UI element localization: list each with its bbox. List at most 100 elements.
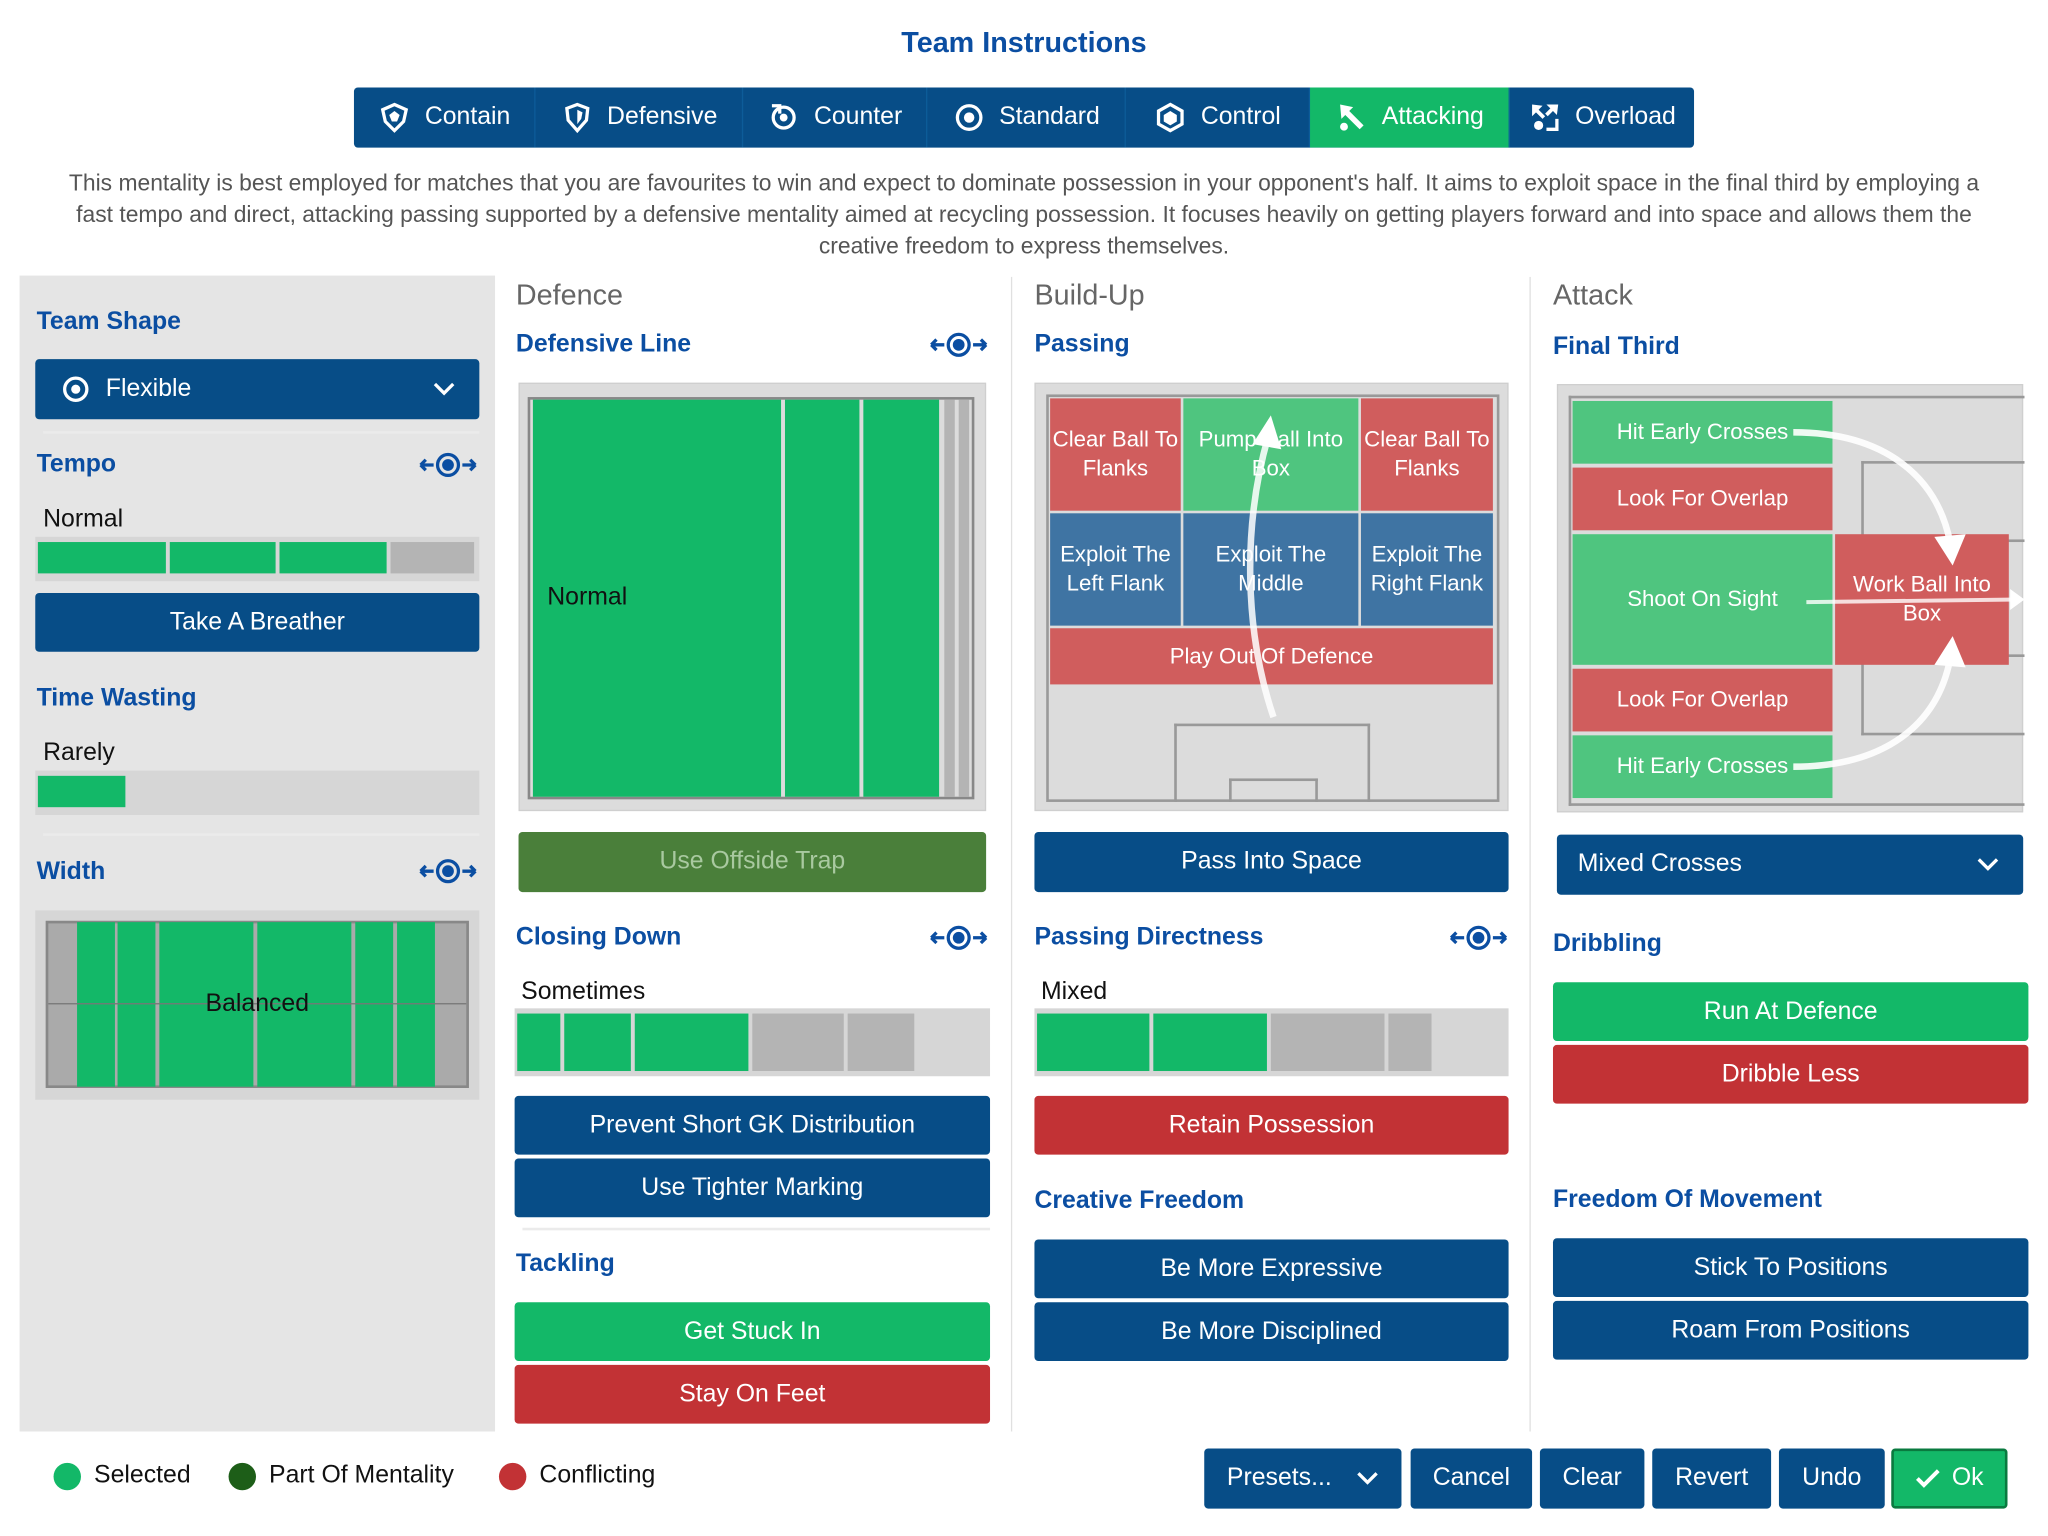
presets-label: Presets... bbox=[1226, 1464, 1332, 1492]
final-third-pitch: Hit Early Crosses Look For Overlap Shoot… bbox=[1556, 383, 2025, 813]
slider-toggle-icon[interactable] bbox=[418, 856, 478, 887]
passing-directness-value: Mixed bbox=[1040, 978, 1108, 1006]
take-a-breather-button[interactable]: Take A Breather bbox=[35, 592, 480, 652]
run-at-defence-button[interactable]: Run At Defence bbox=[1552, 982, 2029, 1041]
undo-button[interactable]: Undo bbox=[1778, 1448, 1885, 1509]
team-shape-dropdown[interactable]: Flexible bbox=[35, 359, 480, 420]
mentality-description: This mentality is best employed for matc… bbox=[68, 169, 1980, 259]
page-title: Team Instructions bbox=[901, 26, 1147, 59]
dribbling-label: Dribbling bbox=[1552, 929, 1662, 958]
tab-contain[interactable]: Contain bbox=[354, 87, 536, 148]
play-out-of-defence-zone[interactable]: Play Out Of Defence bbox=[1050, 628, 1493, 685]
time-wasting-value: Rarely bbox=[43, 739, 115, 767]
hit-early-crosses-top-zone[interactable]: Hit Early Crosses bbox=[1572, 400, 1833, 464]
prevent-short-gk-distribution-button[interactable]: Prevent Short GK Distribution bbox=[514, 1095, 991, 1155]
divider bbox=[43, 431, 480, 434]
legend-part-of-mentality: Part Of Mentality bbox=[228, 1462, 454, 1491]
clear-button[interactable]: Clear bbox=[1539, 1448, 1645, 1509]
tab-control[interactable]: Control bbox=[1126, 87, 1311, 148]
shoot-on-sight-zone[interactable]: Shoot On Sight bbox=[1572, 534, 1833, 665]
roam-from-positions-button[interactable]: Roam From Positions bbox=[1552, 1300, 2029, 1360]
look-for-overlap-bottom-zone[interactable]: Look For Overlap bbox=[1572, 668, 1833, 732]
ok-button[interactable]: Ok bbox=[1891, 1448, 2008, 1509]
tab-overload[interactable]: Overload bbox=[1510, 88, 1694, 148]
chevron-down-icon bbox=[433, 382, 455, 396]
passing-pitch: Clear Ball To Flanks Pump Ball Into Box … bbox=[1034, 382, 1509, 812]
tempo-slider[interactable] bbox=[35, 536, 480, 582]
tab-attacking[interactable]: Attacking bbox=[1310, 87, 1510, 148]
tempo-value: Normal bbox=[43, 505, 124, 533]
crosses-dropdown[interactable]: Mixed Crosses bbox=[1556, 834, 2024, 895]
retain-possession-button[interactable]: Retain Possession bbox=[1034, 1095, 1509, 1155]
slider-segment bbox=[1270, 1013, 1385, 1072]
shield-icon bbox=[564, 102, 590, 134]
exploit-middle-zone[interactable]: Exploit The Middle bbox=[1183, 513, 1359, 626]
revert-button[interactable]: Revert bbox=[1652, 1448, 1772, 1509]
attacking-arrow-icon bbox=[1339, 104, 1364, 131]
closing-down-slider[interactable] bbox=[514, 1008, 991, 1077]
stay-on-feet-button[interactable]: Stay On Feet bbox=[514, 1364, 991, 1424]
chevron-down-icon bbox=[1356, 1472, 1378, 1485]
width-pitch[interactable]: Balanced bbox=[35, 910, 480, 1100]
pass-into-space-button[interactable]: Pass Into Space bbox=[1034, 831, 1509, 893]
tab-counter[interactable]: Counter bbox=[743, 87, 928, 148]
use-offside-trap-button[interactable]: Use Offside Trap bbox=[518, 831, 987, 893]
slider-toggle-icon[interactable] bbox=[1448, 922, 1508, 953]
slider-segment bbox=[1153, 1013, 1267, 1072]
divider bbox=[522, 1227, 991, 1231]
presets-button[interactable]: Presets... bbox=[1204, 1448, 1402, 1509]
passing-directness-label: Passing Directness bbox=[1034, 923, 1264, 951]
time-wasting-slider[interactable] bbox=[35, 770, 480, 816]
tempo-label: Tempo bbox=[36, 450, 117, 479]
target-icon bbox=[63, 376, 89, 402]
hexagon-icon bbox=[1157, 102, 1185, 133]
conflicting-dot-icon bbox=[498, 1462, 527, 1490]
tab-defensive[interactable]: Defensive bbox=[536, 87, 744, 148]
hit-early-crosses-bottom-zone[interactable]: Hit Early Crosses bbox=[1572, 735, 1833, 799]
creative-freedom-label: Creative Freedom bbox=[1034, 1187, 1245, 1215]
defensive-line-value: Normal bbox=[547, 583, 628, 612]
cancel-button[interactable]: Cancel bbox=[1410, 1448, 1533, 1509]
width-value: Balanced bbox=[205, 990, 310, 1018]
passing-directness-slider[interactable] bbox=[1034, 1008, 1509, 1077]
legend-conflicting: Conflicting bbox=[498, 1461, 656, 1491]
legend-label: Conflicting bbox=[539, 1461, 656, 1489]
slider-segment bbox=[390, 542, 475, 574]
target-icon bbox=[955, 104, 983, 131]
stick-to-positions-button[interactable]: Stick To Positions bbox=[1552, 1238, 2029, 1297]
look-for-overlap-top-zone[interactable]: Look For Overlap bbox=[1572, 467, 1833, 531]
use-tighter-marking-button[interactable]: Use Tighter Marking bbox=[514, 1158, 991, 1218]
slider-toggle-icon[interactable] bbox=[929, 922, 989, 953]
tab-label: Control bbox=[1200, 103, 1281, 131]
exploit-left-flank-zone[interactable]: Exploit The Left Flank bbox=[1050, 513, 1181, 626]
overload-arrows-icon bbox=[1531, 104, 1559, 131]
slider-segment bbox=[37, 542, 166, 574]
slider-segment bbox=[1037, 1013, 1150, 1072]
crossing-arrows-icon bbox=[1793, 429, 2025, 770]
tab-standard[interactable]: Standard bbox=[927, 87, 1126, 148]
legend-selected: Selected bbox=[53, 1461, 191, 1491]
mentality-tabs: Contain Defensive Counter Standard Contr… bbox=[353, 87, 1695, 148]
time-wasting-label: Time Wasting bbox=[36, 684, 197, 712]
be-more-expressive-button[interactable]: Be More Expressive bbox=[1034, 1239, 1509, 1299]
legend-label: Selected bbox=[94, 1461, 191, 1489]
selected-dot-icon bbox=[53, 1462, 81, 1490]
clear-ball-to-flanks-right-zone[interactable]: Clear Ball To Flanks bbox=[1360, 398, 1493, 511]
defensive-line-pitch[interactable]: Normal bbox=[518, 382, 987, 812]
slider-segment bbox=[634, 1013, 749, 1072]
slider-segment bbox=[279, 542, 387, 574]
slider-segment bbox=[169, 542, 276, 574]
team-shape-label: Team Shape bbox=[36, 308, 181, 336]
tackling-label: Tackling bbox=[515, 1249, 615, 1278]
slider-toggle-icon[interactable] bbox=[929, 329, 989, 360]
get-stuck-in-button[interactable]: Get Stuck In bbox=[514, 1302, 991, 1361]
exploit-right-flank-zone[interactable]: Exploit The Right Flank bbox=[1360, 513, 1493, 626]
slider-segment bbox=[847, 1013, 915, 1072]
slider-toggle-icon[interactable] bbox=[418, 449, 478, 480]
counter-arrow-icon bbox=[771, 104, 796, 130]
dribble-less-button[interactable]: Dribble Less bbox=[1552, 1044, 2029, 1104]
mentality-dot-icon bbox=[228, 1462, 256, 1490]
tab-label: Defensive bbox=[607, 103, 718, 131]
be-more-disciplined-button[interactable]: Be More Disciplined bbox=[1034, 1302, 1509, 1361]
clear-ball-to-flanks-left-zone[interactable]: Clear Ball To Flanks bbox=[1050, 398, 1181, 511]
